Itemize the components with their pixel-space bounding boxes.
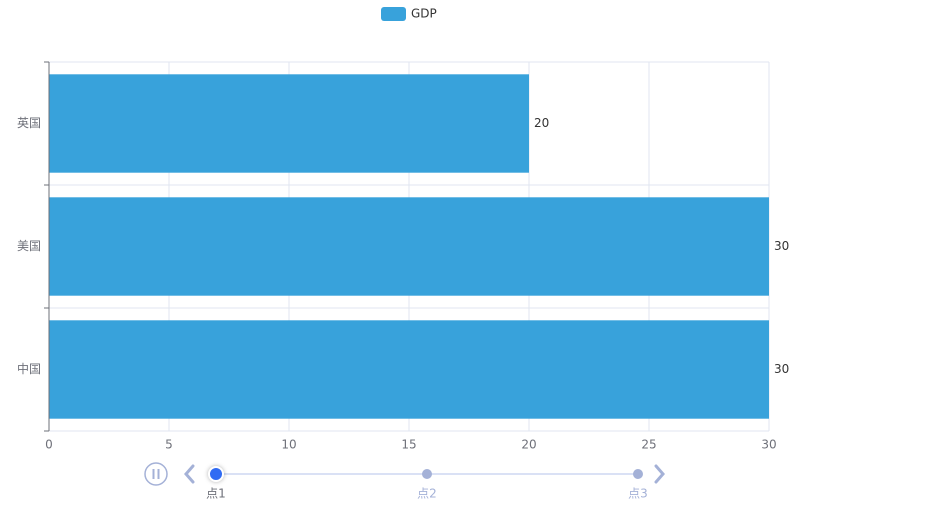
legend-label: GDP xyxy=(411,7,437,21)
x-tick-label: 5 xyxy=(165,438,173,452)
play-button[interactable] xyxy=(144,462,168,486)
x-tick-label: 0 xyxy=(45,438,53,452)
timeline-label: 点3 xyxy=(628,487,648,501)
bar xyxy=(49,320,769,419)
prev-button[interactable] xyxy=(184,464,195,484)
y-tick-label: 美国 xyxy=(17,239,41,253)
timeline-label: 点2 xyxy=(417,487,437,501)
value-label: 30 xyxy=(774,362,789,376)
x-tick-label: 25 xyxy=(641,438,656,452)
timeline-point[interactable] xyxy=(633,469,643,479)
pause-icon xyxy=(157,469,160,479)
timeline-point[interactable] xyxy=(422,469,432,479)
next-button[interactable] xyxy=(654,464,665,484)
x-tick-label: 30 xyxy=(761,438,776,452)
y-tick-label: 中国 xyxy=(17,361,41,376)
y-tick-label: 英国 xyxy=(17,116,41,130)
value-label: 20 xyxy=(534,116,549,130)
bar xyxy=(49,197,769,296)
x-tick-label: 20 xyxy=(521,438,536,452)
value-label: 30 xyxy=(774,239,789,253)
timeline-label: 点1 xyxy=(206,487,226,501)
x-tick-label: 15 xyxy=(401,438,416,452)
x-tick-label: 10 xyxy=(281,438,296,452)
pause-icon xyxy=(152,469,155,479)
legend-swatch xyxy=(381,7,406,21)
bar xyxy=(49,74,529,173)
timeline-point-current[interactable] xyxy=(208,466,224,482)
